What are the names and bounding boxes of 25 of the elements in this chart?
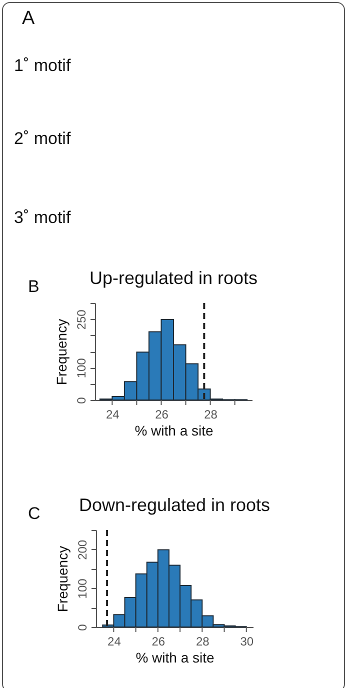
chart-title: Down-regulated in roots xyxy=(78,495,270,515)
text: C xyxy=(28,504,40,524)
x-tick-label: 30 xyxy=(240,634,254,648)
y-tick-label: 100 xyxy=(74,358,88,378)
y-tick-label: 0 xyxy=(74,396,88,404)
x-tick-label: 28 xyxy=(196,634,210,648)
x-tick-label: 26 xyxy=(152,634,166,648)
text: 2˚ motif xyxy=(14,129,71,149)
x-axis-title: % with a site xyxy=(136,650,215,666)
y-axis-title: Frequency xyxy=(54,546,70,612)
text: B xyxy=(28,277,40,297)
text: A xyxy=(22,8,35,30)
x-axis-title: % with a site xyxy=(134,422,214,438)
y-tick-label: 250 xyxy=(74,309,88,330)
y-axis-title: Frequency xyxy=(54,318,70,386)
x-tick-label: 24 xyxy=(106,408,120,422)
y-tick-label: 200 xyxy=(76,540,90,560)
x-tick-label: 24 xyxy=(108,634,122,648)
y-tick-label: 100 xyxy=(76,578,90,599)
text: 3˚ motif xyxy=(14,208,71,228)
x-tick-label: 26 xyxy=(155,408,169,422)
text: 1˚ motif xyxy=(14,56,71,76)
x-tick-label: 28 xyxy=(204,408,218,422)
y-tick-label: 0 xyxy=(76,624,90,631)
chart-title: Up-regulated in roots xyxy=(89,268,258,288)
